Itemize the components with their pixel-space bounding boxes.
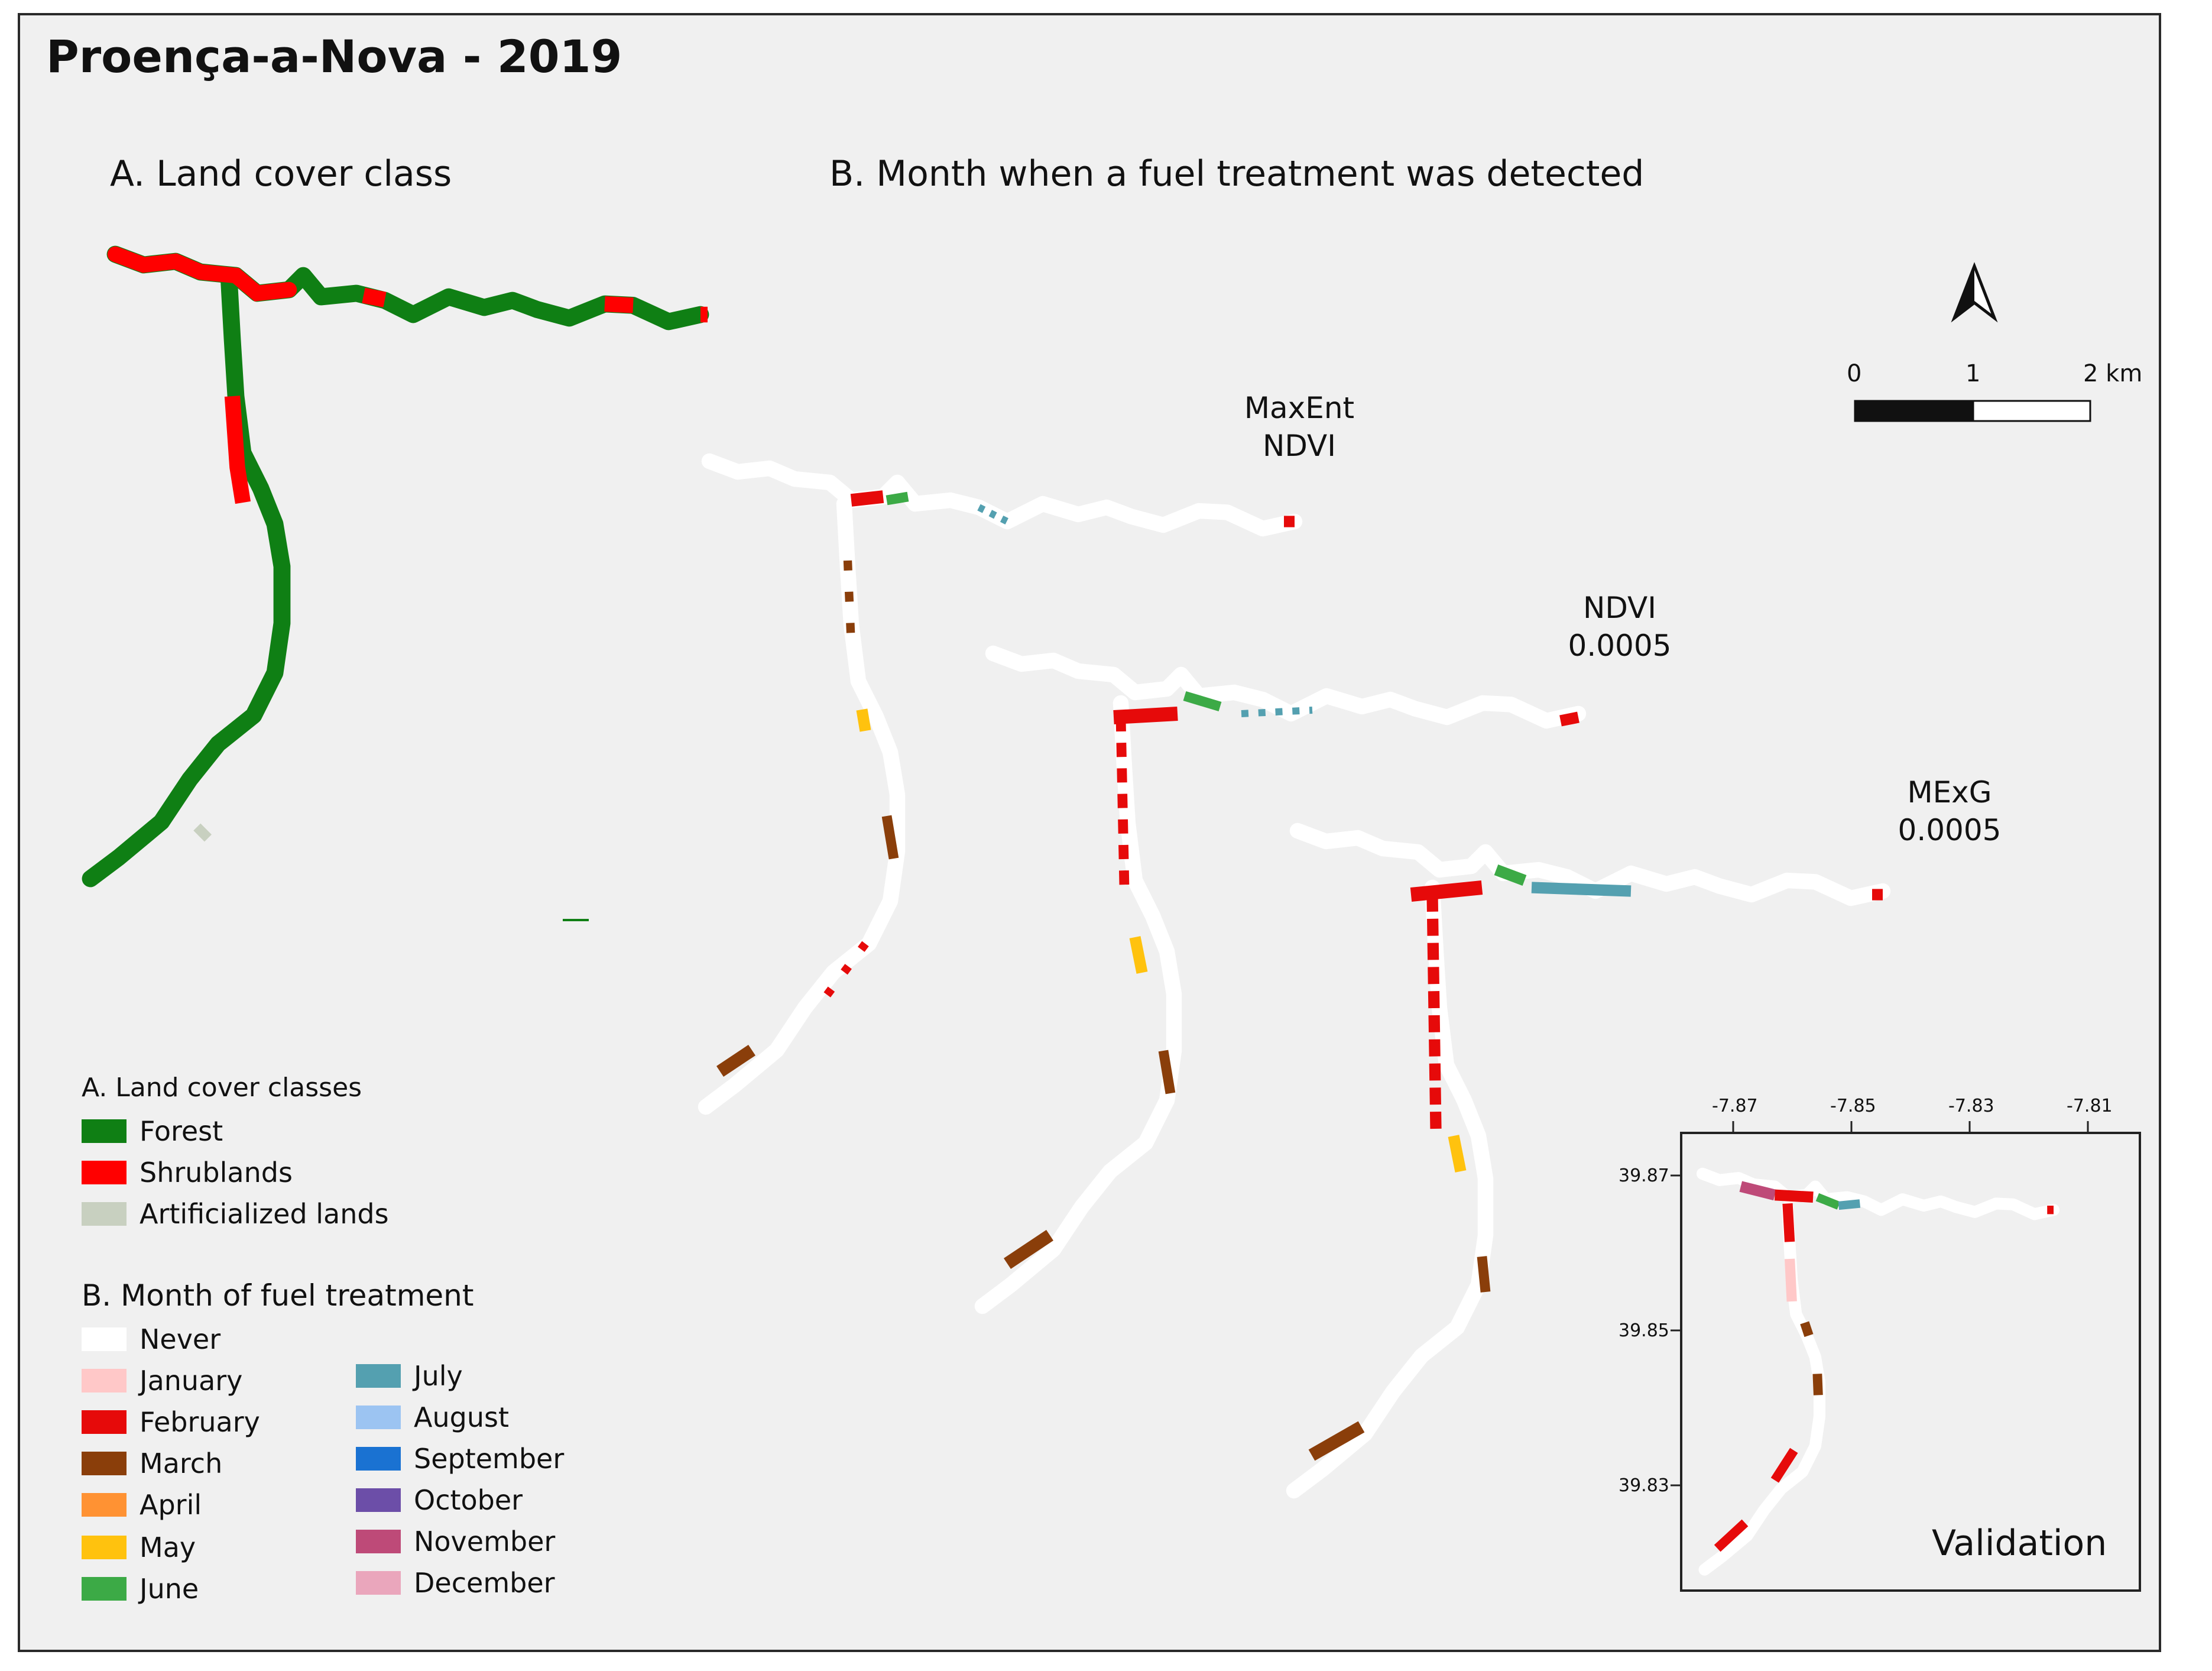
panel-b-title: B. Month when a fuel treatment was detec…	[829, 153, 1645, 195]
legend-a-heading: A. Land cover classes	[82, 1073, 362, 1103]
august-swatch	[356, 1406, 401, 1429]
june-swatch	[82, 1577, 127, 1601]
north-arrow-icon	[1951, 262, 1998, 323]
legend-march: March	[82, 1447, 222, 1479]
legend-november: November	[356, 1526, 555, 1557]
october-swatch	[356, 1488, 401, 1512]
lat-tick-3: 39.83	[1619, 1475, 1669, 1496]
validation-label: Validation	[1932, 1523, 2107, 1564]
legend-never: Never	[82, 1323, 220, 1355]
validation-inset	[1680, 1132, 2141, 1592]
lon-tick-1: -7.87	[1712, 1096, 1758, 1116]
legend-july: July	[356, 1360, 463, 1392]
legend-february: February	[82, 1406, 260, 1438]
shrublands-swatch	[82, 1161, 127, 1184]
lon-tick-2: -7.85	[1830, 1096, 1876, 1116]
map-label-ndvi: NDVI 0.0005	[1568, 591, 1672, 663]
legend-august: August	[356, 1401, 509, 1433]
legend-june: June	[82, 1573, 199, 1605]
scale-bar	[1854, 400, 2091, 422]
july-swatch	[356, 1364, 401, 1388]
legend-december: December	[356, 1567, 555, 1599]
legend-forest: Forest	[82, 1115, 223, 1147]
mexg-0005-map	[1294, 831, 1883, 1491]
december-swatch	[356, 1571, 401, 1595]
legend-may: May	[82, 1531, 196, 1563]
march-swatch	[82, 1452, 127, 1475]
scale-label-1: 1	[1965, 360, 1981, 387]
land-cover-map	[90, 254, 708, 879]
scale-label-0: 0	[1847, 360, 1862, 387]
inset-ticks	[1671, 1121, 2089, 1487]
legend-october: October	[356, 1484, 523, 1516]
january-swatch	[82, 1369, 127, 1392]
legend-artificialized: Artificialized lands	[82, 1198, 389, 1230]
validation-map	[1702, 1174, 2054, 1570]
february-swatch	[82, 1410, 127, 1434]
legend-b-heading: B. Month of fuel treatment	[82, 1278, 474, 1313]
forest-swatch	[82, 1119, 127, 1143]
legend-shrublands: Shrublands	[82, 1157, 293, 1189]
november-swatch	[356, 1530, 401, 1553]
map-label-maxent: MaxEnt NDVI	[1244, 391, 1355, 463]
lat-tick-1: 39.87	[1619, 1165, 1669, 1186]
may-swatch	[82, 1536, 127, 1559]
september-swatch	[356, 1447, 401, 1471]
never-swatch	[82, 1327, 127, 1351]
lat-tick-2: 39.85	[1619, 1320, 1669, 1341]
lon-tick-4: -7.81	[2067, 1096, 2113, 1116]
legend-april: April	[82, 1489, 202, 1521]
april-swatch	[82, 1493, 127, 1517]
panel-a-title: A. Land cover class	[110, 153, 452, 195]
ndvi-0005-map	[982, 653, 1578, 1306]
legend-january: January	[82, 1365, 242, 1397]
legend-september: September	[356, 1443, 564, 1475]
scale-label-2km: 2 km	[2083, 360, 2143, 387]
artificialized-swatch	[82, 1202, 127, 1226]
map-label-mexg: MExG 0.0005	[1898, 775, 2002, 847]
page-title: Proença-a-Nova - 2019	[46, 30, 622, 83]
lon-tick-3: -7.83	[1948, 1096, 1994, 1116]
maxent-ndvi-map	[706, 461, 1295, 1107]
